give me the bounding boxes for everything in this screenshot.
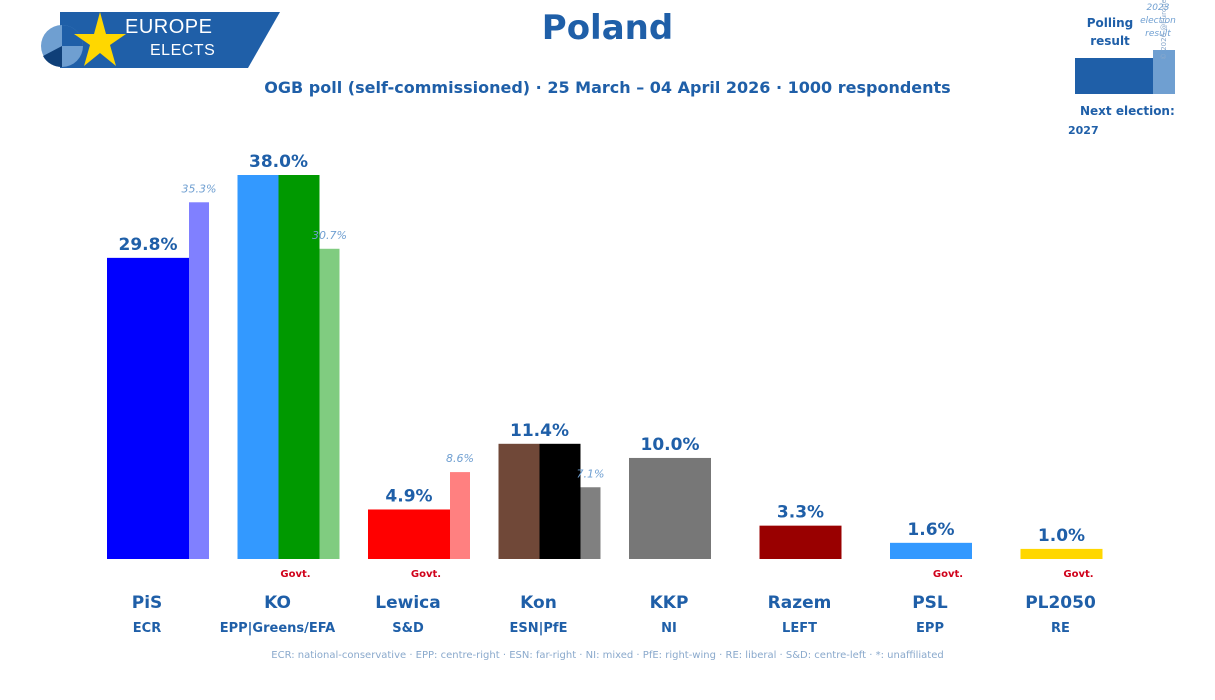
- value-label-kkp: 10.0%: [641, 435, 700, 455]
- party-group-pis: ECR: [133, 621, 161, 636]
- govt-label-psl: Govt.: [933, 569, 963, 580]
- party-group-lewica: S&D: [392, 621, 424, 636]
- legend-election-swatch: [1153, 50, 1175, 94]
- legend-election-label: 2023 election result: [1140, 3, 1176, 39]
- bar-pl2050: [1020, 548, 1103, 559]
- party-name-psl: PSL: [912, 593, 948, 613]
- value-label-kon: 11.4%: [510, 421, 569, 441]
- next-election-year: 2027: [1068, 124, 1099, 137]
- value-label-psl: 1.6%: [907, 520, 954, 540]
- bar-ko-2: [278, 175, 320, 559]
- chart-subtitle: OGB poll (self-commissioned) · 25 March …: [264, 78, 951, 97]
- party-group-kon: ESN|PfE: [510, 621, 568, 636]
- bar-kon-2: [539, 443, 581, 559]
- value-label-razem: 3.3%: [777, 503, 824, 523]
- value-label-pis: 29.8%: [119, 235, 178, 255]
- value-label-lewica: 4.9%: [385, 486, 432, 506]
- party-group-psl: EPP: [916, 621, 944, 636]
- party-name-pl2050: PL2050: [1025, 593, 1096, 613]
- legend-polling-swatch: [1075, 58, 1153, 94]
- party-group-pl2050: RE: [1051, 621, 1070, 636]
- party-group-ko: EPP|Greens/EFA: [220, 621, 335, 636]
- next-election-label: Next election:: [1080, 104, 1175, 118]
- bar-kkp: [629, 457, 711, 559]
- previous-bar-kon: [580, 487, 601, 559]
- bar-pis: [107, 257, 189, 559]
- group-legend-footer: ECR: national-conservative · EPP: centre…: [271, 650, 944, 661]
- party-name-kkp: KKP: [650, 593, 689, 613]
- govt-label-lewica: Govt.: [411, 569, 441, 580]
- logo-europe-text: EUROPE: [125, 16, 213, 38]
- party-group-kkp: NI: [661, 621, 677, 636]
- logo-elects-text: ELECTS: [150, 42, 216, 59]
- bar-razem: [759, 525, 842, 559]
- legend-polling-label: Polling result: [1086, 16, 1134, 48]
- value-label-pl2050: 1.0%: [1038, 526, 1085, 546]
- party-group-razem: LEFT: [782, 621, 817, 636]
- value-label-ko: 38.0%: [249, 152, 308, 172]
- previous-bar-pis: [189, 202, 209, 559]
- previous-label-ko: 30.7%: [312, 229, 347, 242]
- bar-kon-1: [498, 443, 540, 559]
- party-name-kon: Kon: [520, 593, 557, 613]
- previous-label-pis: 35.3%: [182, 182, 217, 195]
- previous-label-kon: 7.1%: [577, 467, 605, 480]
- previous-bar-ko: [319, 248, 340, 559]
- previous-label-lewica: 8.6%: [446, 452, 474, 465]
- party-name-pis: PiS: [132, 593, 163, 613]
- govt-label-ko: Govt.: [280, 569, 310, 580]
- party-name-razem: Razem: [768, 593, 832, 613]
- europe-elects-logo: [41, 12, 280, 68]
- previous-bar-lewica: [450, 472, 470, 559]
- bar-psl: [890, 542, 972, 559]
- chart-title: Poland: [541, 8, 674, 48]
- govt-label-pl2050: Govt.: [1063, 569, 1093, 580]
- party-name-lewica: Lewica: [375, 593, 440, 613]
- party-name-ko: KO: [264, 593, 291, 613]
- bar-ko-1: [237, 175, 279, 559]
- bar-lewica: [368, 509, 450, 559]
